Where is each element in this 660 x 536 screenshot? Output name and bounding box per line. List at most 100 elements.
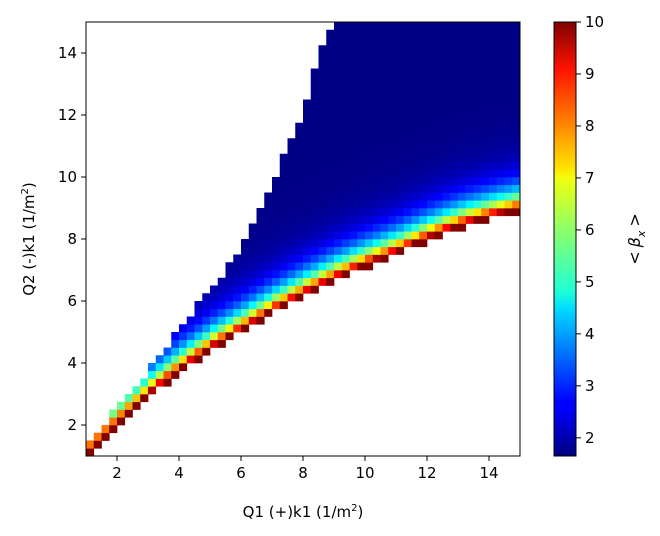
heatmap-cell: [388, 231, 397, 240]
heatmap-cell: [210, 339, 219, 348]
heatmap-cell: [496, 161, 505, 170]
heatmap-cell: [248, 223, 257, 232]
heatmap-cell: [473, 146, 482, 155]
heatmap-cell: [210, 285, 219, 294]
heatmap-cell: [303, 153, 312, 162]
heatmap-cell: [279, 231, 288, 240]
heatmap-cell: [248, 285, 257, 294]
heatmap-cell: [326, 169, 335, 178]
heatmap-cell: [450, 60, 459, 69]
heatmap-cell: [380, 29, 389, 38]
heatmap-cell: [403, 146, 412, 155]
heatmap-cell: [365, 200, 374, 209]
heatmap-cell: [334, 270, 343, 279]
heatmap-cell: [489, 84, 498, 93]
heatmap-cell: [248, 254, 257, 263]
heatmap-cell: [202, 293, 211, 302]
heatmap-cell: [372, 91, 381, 100]
heatmap-cell: [512, 60, 520, 69]
heatmap-cell: [310, 138, 319, 147]
heatmap-cell: [357, 115, 366, 124]
heatmap-cell: [388, 130, 397, 139]
heatmap-cell: [318, 91, 327, 100]
heatmap-cell: [465, 53, 474, 62]
heatmap-cell: [388, 91, 397, 100]
heatmap-cell: [512, 45, 520, 54]
heatmap-cell: [450, 45, 459, 54]
heatmap-cell: [241, 285, 250, 294]
heatmap-cell: [303, 115, 312, 124]
heatmap-cell: [427, 91, 436, 100]
heatmap-cell: [210, 301, 219, 310]
heatmap-cell: [481, 130, 490, 139]
heatmap-cell: [303, 208, 312, 217]
heatmap-cell: [357, 262, 366, 271]
heatmap-cell: [450, 184, 459, 193]
heatmap-cell: [295, 161, 304, 170]
heatmap-cell: [388, 22, 397, 31]
heatmap-cell: [310, 115, 319, 124]
heatmap-cell: [295, 130, 304, 139]
heatmap-cell: [481, 76, 490, 85]
heatmap-cell: [295, 254, 304, 263]
heatmap-cell: [341, 254, 350, 263]
heatmap-cell: [264, 246, 273, 255]
heatmap-cell: [318, 239, 327, 248]
heatmap-cell: [473, 99, 482, 108]
heatmap-cell: [303, 246, 312, 255]
heatmap-cell: [334, 138, 343, 147]
heatmap-cell: [295, 122, 304, 131]
heatmap-cell: [411, 223, 420, 232]
heatmap-cell: [310, 130, 319, 139]
heatmap-cell: [489, 22, 498, 31]
heatmap-cell: [279, 177, 288, 186]
heatmap-cell: [380, 60, 389, 69]
heatmap-cell: [496, 84, 505, 93]
heatmap-cell: [341, 146, 350, 155]
heatmap-cell: [411, 107, 420, 116]
heatmap-cell: [434, 208, 443, 217]
heatmap-cell: [341, 161, 350, 170]
heatmap-cell: [310, 68, 319, 77]
heatmap-cell: [411, 200, 420, 209]
heatmap-cell: [279, 301, 288, 310]
heatmap-cell: [303, 231, 312, 240]
heatmap-cell: [295, 208, 304, 217]
heatmap-cell: [450, 153, 459, 162]
heatmap-cell: [318, 99, 327, 108]
heatmap-cell: [310, 270, 319, 279]
heatmap-cell: [186, 332, 195, 341]
heatmap-cell: [473, 22, 482, 31]
heatmap-cell: [473, 107, 482, 116]
heatmap-cell: [341, 208, 350, 217]
heatmap-cell: [403, 60, 412, 69]
heatmap-cell: [365, 29, 374, 38]
heatmap-cell: [349, 200, 358, 209]
heatmap-cell: [442, 76, 451, 85]
heatmap-cell: [434, 130, 443, 139]
heatmap-cell: [427, 60, 436, 69]
heatmap-cell: [202, 308, 211, 317]
heatmap-cell: [388, 107, 397, 116]
heatmap-cell: [163, 347, 172, 356]
heatmap-cell: [334, 91, 343, 100]
heatmap-cell: [473, 37, 482, 46]
heatmap-cell: [256, 223, 265, 232]
x-tick-label: 10: [355, 464, 374, 482]
heatmap-cell: [365, 192, 374, 201]
heatmap-cell: [326, 76, 335, 85]
x-axis-label: Q1 (+)k1 (1/m2): [243, 503, 364, 521]
heatmap-cell: [365, 246, 374, 255]
heatmap-cell: [465, 91, 474, 100]
heatmap-cell: [318, 107, 327, 116]
heatmap-cell: [326, 138, 335, 147]
heatmap-cell: [380, 169, 389, 178]
heatmap-cell: [217, 301, 226, 310]
heatmap-cell: [349, 146, 358, 155]
heatmap-cell: [326, 45, 335, 54]
heatmap-cell: [318, 270, 327, 279]
heatmap-cell: [303, 262, 312, 271]
heatmap-cell: [458, 200, 467, 209]
heatmap-cell: [442, 122, 451, 131]
heatmap-cell: [434, 29, 443, 38]
